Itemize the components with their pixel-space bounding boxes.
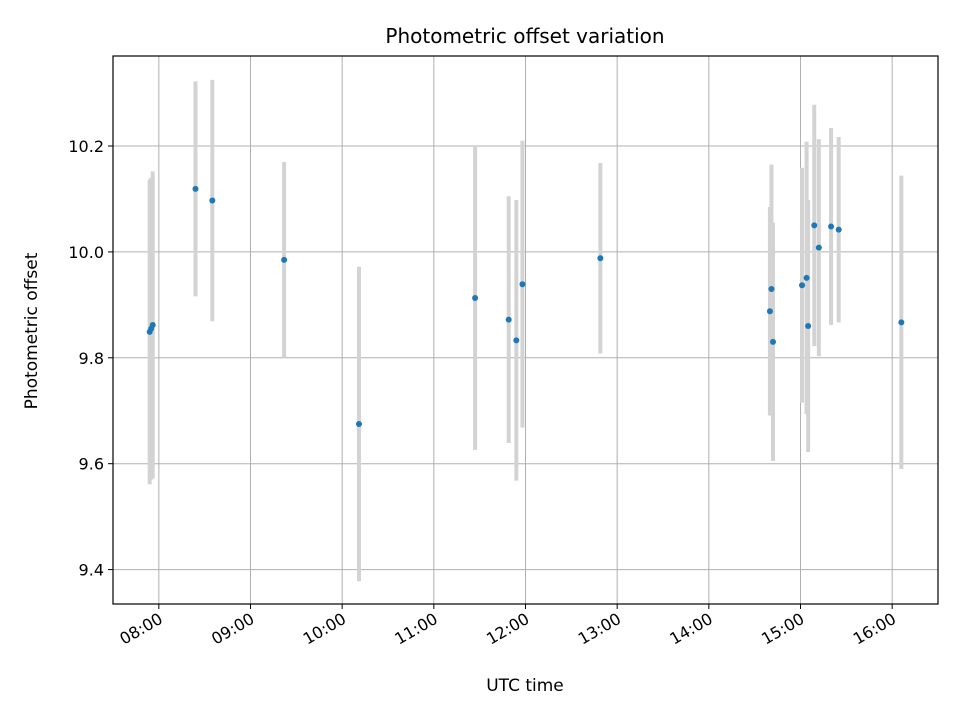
y-tick-label: 10.0 [68,243,104,262]
data-point [803,274,810,281]
x-tick-label: 08:00 [116,609,165,649]
data-point [805,323,812,330]
data-point [597,255,604,262]
x-tick-label: 09:00 [208,609,257,649]
x-tick-label: 14:00 [666,609,715,649]
data-point [799,282,806,289]
chart-title: Photometric offset variation [385,24,664,48]
x-tick-label: 12:00 [483,609,532,649]
x-tick-label: 16:00 [850,609,899,649]
x-tick-label: 13:00 [575,609,624,649]
y-axis-label: Photometric offset [22,252,42,409]
x-axis-ticks: 08:00 09:00 10:00 11:00 12:00 13:00 14:00 15:00… [116,604,899,649]
data-point [209,197,216,204]
data-points [146,185,905,427]
data-point [355,420,362,427]
x-tick-label: 15:00 [758,609,807,649]
x-tick-label: 10:00 [300,609,349,649]
y-tick-label: 9.4 [79,561,104,580]
data-point [898,319,905,326]
data-point [766,308,773,315]
data-point [815,244,822,251]
data-point [811,222,818,229]
y-tick-label: 9.8 [79,349,104,368]
y-axis-ticks: 9.4 9.6 9.8 10.0 10.2 [68,137,113,580]
data-point [149,321,156,328]
data-point [519,281,526,288]
data-point [281,256,288,263]
data-point [505,316,512,323]
data-point [835,226,842,233]
x-tick-label: 11:00 [391,609,440,649]
data-point [513,337,520,344]
data-point [768,285,775,292]
data-point [192,185,199,192]
y-tick-label: 10.2 [68,137,104,156]
data-point [770,338,776,345]
x-axis-label: UTC time [486,676,564,696]
y-tick-label: 9.6 [79,455,104,474]
data-point [828,223,835,230]
data-point [472,294,479,301]
